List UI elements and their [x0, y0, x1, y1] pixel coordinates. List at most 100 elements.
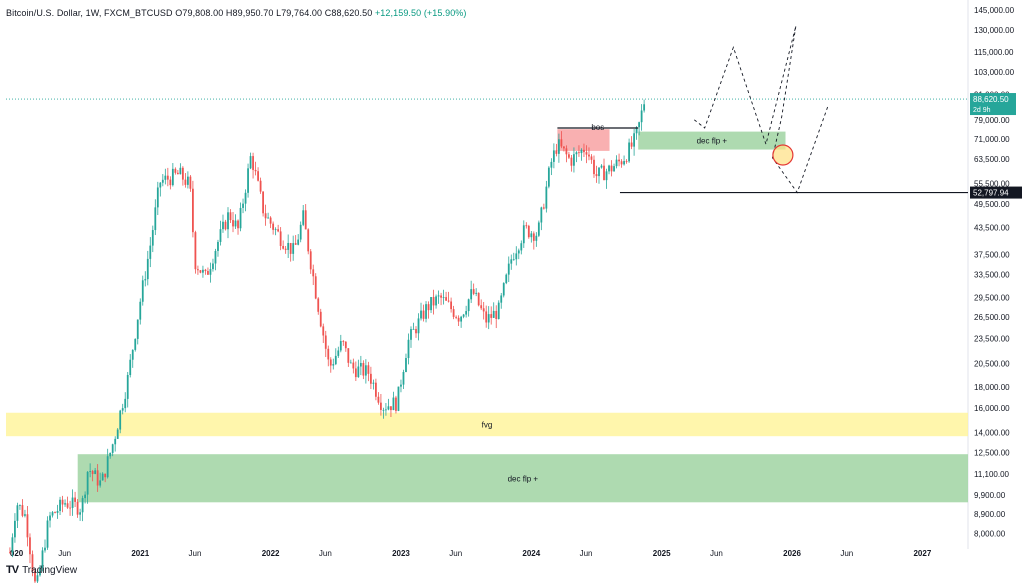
candle-body [174, 168, 177, 173]
candle-body [111, 444, 114, 453]
candle-body [455, 316, 458, 318]
candle-body [425, 304, 427, 319]
candle-body [164, 175, 167, 180]
candle-body [242, 203, 244, 208]
candle-body [532, 233, 535, 241]
candle-body [227, 212, 229, 230]
price-tick-label: 43,500.00 [974, 224, 1010, 233]
candle-body [512, 259, 515, 261]
candle-body [337, 350, 340, 356]
candle-body [21, 505, 24, 516]
bos-label: bos [591, 123, 604, 132]
candle-body [608, 165, 610, 172]
candle-body [477, 292, 480, 306]
tradingview-brand[interactable]: TV TradingView [6, 564, 77, 576]
candle-body [86, 471, 89, 495]
candle-body [583, 149, 585, 153]
candle-body [54, 512, 56, 513]
candle-body [640, 110, 643, 123]
candle-body [542, 207, 545, 209]
time-tick-label: 2025 [653, 549, 671, 558]
candle-body [643, 104, 646, 111]
candle-body [620, 161, 623, 165]
price-tick-label: 63,500.00 [974, 155, 1010, 164]
candle-body [31, 554, 34, 572]
candle-body [452, 309, 455, 317]
candle-body [114, 438, 117, 445]
candle-body [299, 224, 302, 240]
candle-body [600, 165, 603, 168]
candle-body [575, 152, 578, 155]
candle-body [588, 154, 590, 157]
candle-body [51, 512, 54, 516]
time-tick-label: 2027 [913, 549, 931, 558]
price-tick-label: 11,100.00 [974, 470, 1010, 479]
candle-body [314, 276, 317, 299]
price-tick-label: 8,900.00 [974, 510, 1006, 519]
tradingview-label: TradingView [22, 564, 78, 576]
candle-body [552, 150, 555, 162]
candle-body [475, 292, 478, 294]
candle-body [202, 269, 204, 273]
candle-body [364, 365, 367, 376]
candle-body [9, 552, 11, 554]
candle-body [71, 497, 74, 508]
price-tick-label: 26,500.00 [974, 313, 1010, 322]
candle-body [41, 550, 44, 569]
candle-body [432, 297, 435, 306]
candle-body [279, 231, 282, 246]
candle-body [252, 156, 254, 170]
candle-body [457, 317, 460, 322]
candle-body [628, 142, 630, 162]
candle-body [322, 326, 325, 336]
candle-body [630, 142, 633, 147]
candle-body [342, 341, 345, 342]
candle-body [217, 241, 219, 251]
candle-body [440, 295, 442, 298]
candle-body [472, 289, 475, 294]
high-value: 89,950.70 [232, 8, 274, 18]
candle-body [462, 314, 465, 317]
candle-body [49, 515, 51, 521]
candle-body [497, 302, 500, 320]
candle-body [507, 263, 510, 275]
candle-body [197, 269, 199, 271]
candle-body [76, 501, 79, 515]
candle-body [547, 167, 550, 187]
candle-body [530, 233, 533, 238]
candle-body [334, 355, 337, 365]
candle-body [593, 159, 595, 175]
price-tick-label: 14,000.00 [974, 428, 1010, 437]
candle-body [169, 179, 172, 186]
price-tick-label: 79,000.00 [974, 116, 1010, 125]
candle-body [224, 221, 227, 230]
candle-body [156, 187, 159, 208]
candle-body [46, 520, 49, 548]
candle-body [354, 368, 357, 378]
time-tick-label: 2023 [392, 549, 410, 558]
candle-body [101, 473, 104, 481]
support-level-label: 52,797.94 [973, 189, 1009, 198]
candle-body [229, 212, 232, 221]
candle-body [119, 410, 122, 430]
candle-body [104, 473, 107, 478]
candle-body [199, 270, 202, 273]
candle-body [267, 217, 270, 219]
candle-body [184, 179, 187, 185]
candle-body [445, 297, 447, 301]
candle-body [151, 230, 154, 246]
candle-body [189, 176, 192, 189]
current-price-label: 88,620.50 [973, 95, 1009, 104]
candle-body [124, 398, 127, 409]
candle-body [362, 362, 365, 376]
demand-zone [77, 454, 968, 503]
candle-body [309, 251, 312, 270]
candle-body [578, 152, 580, 154]
candle-body [141, 280, 144, 302]
candle-body [467, 299, 470, 312]
candle-body [565, 148, 568, 155]
candle-body [36, 575, 39, 582]
candle-body [91, 471, 94, 474]
